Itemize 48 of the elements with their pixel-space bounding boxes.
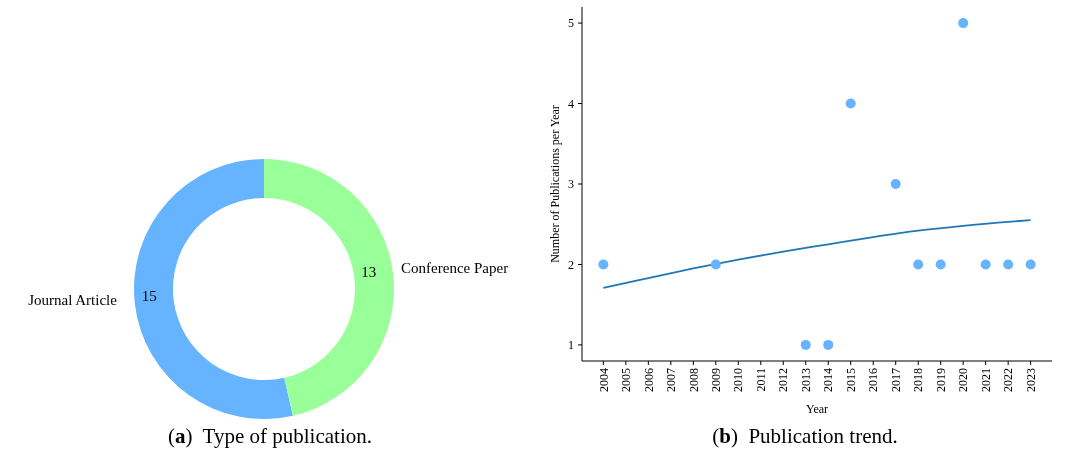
y-axis-title: Number of Publications per Year	[548, 105, 563, 263]
x-tick-label: 2011	[753, 368, 768, 392]
text: (a) Type of publication.	[167, 424, 373, 448]
point	[890, 179, 901, 189]
y-tick-label: 1	[568, 338, 574, 353]
donut-slice	[264, 159, 394, 416]
x-tick-label: 2017	[888, 368, 903, 392]
donut-slice	[134, 159, 293, 419]
x-tick-label: 2009	[709, 368, 723, 392]
data-label: 15	[141, 288, 157, 305]
x-tick-label: 2023	[1023, 368, 1038, 392]
x-tick-label: 2004	[596, 368, 611, 392]
line-series	[602, 219, 1032, 289]
x-tick-label: 2019	[933, 368, 948, 392]
x-tick-label: 2006	[641, 368, 656, 392]
y-tick-label: 5	[568, 16, 574, 31]
point	[823, 339, 834, 350]
point	[598, 259, 609, 270]
point	[1025, 259, 1036, 270]
x-tick-label: 2012	[776, 368, 791, 392]
point	[845, 98, 856, 109]
point	[935, 259, 946, 270]
x-tick-label: 2013	[798, 368, 813, 392]
point	[710, 259, 721, 270]
text: (b) Publication trend.	[712, 424, 898, 448]
x-axis-title: Year	[805, 402, 829, 417]
x-tick-label: 2016	[866, 368, 881, 392]
slice-label: Journal Article	[28, 292, 118, 309]
x-tick-label: 2008	[686, 368, 701, 392]
x-tick-label: 2021	[978, 368, 993, 392]
x-tick-label: 2014	[821, 368, 836, 392]
y-tick-label: 4	[568, 96, 574, 111]
point	[980, 259, 991, 270]
y-tick-label: 2	[568, 257, 574, 272]
y-tick-label: 3	[568, 177, 574, 192]
point	[800, 339, 811, 350]
x-tick-label: 2018	[911, 368, 926, 392]
x-tick-label: 2015	[843, 368, 858, 392]
x-tick-label: 2007	[664, 368, 679, 392]
x-tick-label: 2010	[731, 368, 746, 392]
point	[1003, 259, 1014, 270]
point	[958, 18, 969, 29]
data-label: 13	[361, 263, 377, 280]
slice-label: Conference Paper	[401, 259, 509, 276]
x-tick-label: 2022	[1001, 368, 1016, 392]
point	[913, 259, 924, 270]
x-tick-label: 2020	[956, 368, 971, 392]
x-tick-label: 2005	[619, 368, 634, 392]
